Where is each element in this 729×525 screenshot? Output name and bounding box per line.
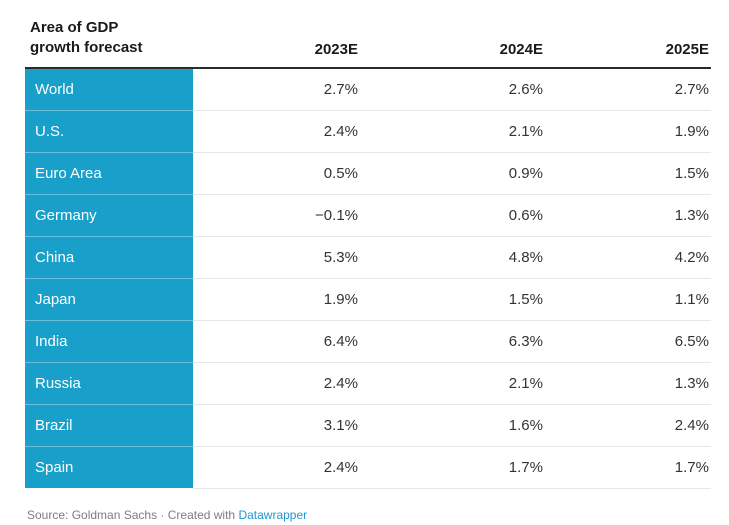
cell-value: 2.7%: [545, 68, 711, 111]
table-row: Russia 2.4% 2.1% 1.3%: [25, 362, 711, 405]
source-note: Source: Goldman Sachs · Created with Dat…: [27, 508, 729, 522]
source-text: Source: Goldman Sachs · Created with: [27, 507, 236, 522]
table-header: Area of GDP growth forecast 2023E 2024E …: [25, 8, 711, 68]
cell-value: −0.1%: [193, 194, 360, 237]
cell-value: 1.3%: [545, 362, 711, 405]
cell-value: 2.1%: [360, 362, 545, 405]
column-header-2024e: 2024E: [499, 41, 543, 58]
row-label: Japan: [25, 278, 193, 321]
cell-value: 4.8%: [360, 236, 545, 279]
table-title: Area of GDP growth forecast: [30, 19, 143, 56]
row-label: Germany: [25, 194, 193, 237]
cell-value: 0.9%: [360, 152, 545, 195]
cell-value: 1.6%: [360, 404, 545, 447]
cell-value: 2.4%: [193, 446, 360, 489]
column-header-2023e: 2023E: [314, 41, 358, 58]
cell-value: 1.5%: [360, 278, 545, 321]
cell-value: 2.1%: [360, 110, 545, 153]
cell-value: 1.5%: [545, 152, 711, 195]
cell-value: 1.7%: [360, 446, 545, 489]
cell-value: 5.3%: [193, 236, 360, 279]
table-row: U.S. 2.4% 2.1% 1.9%: [25, 110, 711, 153]
header-row: Area of GDP growth forecast 2023E 2024E …: [25, 8, 711, 68]
cell-value: 4.2%: [545, 236, 711, 279]
cell-value: 1.7%: [545, 446, 711, 489]
cell-value: 2.6%: [360, 68, 545, 111]
row-label: China: [25, 236, 193, 279]
row-label: Spain: [25, 446, 193, 489]
cell-value: 1.3%: [545, 194, 711, 237]
cell-value: 0.6%: [360, 194, 545, 237]
row-label: Brazil: [25, 404, 193, 447]
table-row: Japan 1.9% 1.5% 1.1%: [25, 278, 711, 321]
row-label: India: [25, 320, 193, 363]
cell-value: 1.1%: [545, 278, 711, 321]
table-body: World 2.7% 2.6% 2.7% U.S. 2.4% 2.1% 1.9% Euro Ar…: [25, 68, 711, 489]
table-row: Germany −0.1% 0.6% 1.3%: [25, 194, 711, 237]
cell-value: 1.9%: [193, 278, 360, 321]
column-header-2025e: 2025E: [665, 41, 709, 58]
cell-value: 2.4%: [545, 404, 711, 447]
table-row: Spain 2.4% 1.7% 1.7%: [25, 446, 711, 489]
table-row: Brazil 3.1% 1.6% 2.4%: [25, 404, 711, 447]
row-label: Russia: [25, 362, 193, 405]
row-label: U.S.: [25, 110, 193, 153]
cell-value: 2.7%: [193, 68, 360, 111]
datawrapper-link[interactable]: Datawrapper: [238, 507, 308, 522]
gdp-forecast-table: Area of GDP growth forecast 2023E 2024E …: [25, 8, 711, 489]
row-label: World: [25, 68, 193, 111]
table-row: World 2.7% 2.6% 2.7%: [25, 68, 711, 111]
cell-value: 3.1%: [193, 404, 360, 447]
row-label: Euro Area: [25, 152, 193, 195]
cell-value: 0.5%: [193, 152, 360, 195]
cell-value: 6.3%: [360, 320, 545, 363]
cell-value: 1.9%: [545, 110, 711, 153]
cell-value: 2.4%: [193, 362, 360, 405]
table-row: India 6.4% 6.3% 6.5%: [25, 320, 711, 363]
cell-value: 2.4%: [193, 110, 360, 153]
cell-value: 6.5%: [545, 320, 711, 363]
table-row: Euro Area 0.5% 0.9% 1.5%: [25, 152, 711, 195]
cell-value: 6.4%: [193, 320, 360, 363]
table-row: China 5.3% 4.8% 4.2%: [25, 236, 711, 279]
